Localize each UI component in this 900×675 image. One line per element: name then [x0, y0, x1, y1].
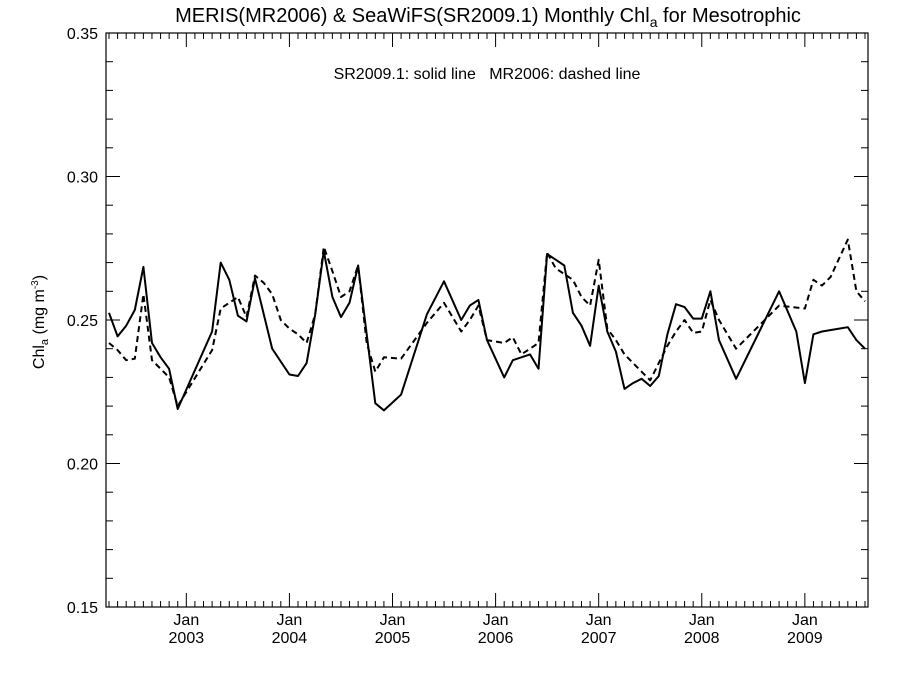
chart-title-tail: for Mesotrophic: [658, 5, 801, 27]
y-axis-label-close: ): [31, 275, 48, 280]
x-tick-month: Jan: [380, 612, 406, 629]
x-tick-year: 2003: [169, 630, 205, 647]
y-axis-label-superscript: -3: [30, 280, 41, 289]
x-tick-year: 2005: [375, 630, 411, 647]
chart-title-subscript: a: [650, 14, 658, 30]
plot-frame: [105, 32, 869, 608]
y-tick-label: 0.15: [67, 600, 98, 617]
chart-title-main: MERIS(MR2006) & SeaWiFS(SR2009.1) Monthl…: [175, 5, 650, 27]
y-axis-label-main: Chl: [31, 345, 48, 369]
x-tick-month: Jan: [586, 612, 612, 629]
x-tick-labels: Jan2003Jan2004Jan2005Jan2006Jan2007Jan20…: [169, 612, 823, 647]
legend-note: SR2009.1: solid line MR2006: dashed line: [334, 66, 641, 83]
x-tick-month: Jan: [792, 612, 818, 629]
x-tick-month: Jan: [277, 612, 303, 629]
x-tick-year: 2006: [478, 630, 514, 647]
series-lines: [108, 238, 866, 412]
y-axis-label-subscript: a: [39, 338, 51, 345]
axis-ticks: [106, 32, 868, 608]
x-tick-year: 2009: [787, 630, 823, 647]
x-tick-year: 2004: [272, 630, 308, 647]
y-tick-label: 0.35: [67, 26, 98, 43]
y-axis-label: Chla (mg m-3): [30, 275, 51, 369]
y-axis-label-unit: (mg m: [31, 289, 48, 339]
y-tick-label: 0.25: [67, 313, 98, 330]
chart-title: MERIS(MR2006) & SeaWiFS(SR2009.1) Monthl…: [175, 5, 801, 30]
x-tick-year: 2007: [581, 630, 617, 647]
y-tick-labels: 0.15 0.20 0.25 0.30 0.35: [67, 26, 98, 617]
y-tick-label: 0.20: [67, 457, 98, 474]
x-tick-year: 2008: [684, 630, 720, 647]
x-tick-month: Jan: [483, 612, 509, 629]
series-mr2006-dashed-line: [108, 238, 866, 408]
series-sr2009-solid-line: [108, 250, 866, 412]
y-tick-label: 0.30: [67, 170, 98, 187]
x-tick-month: Jan: [689, 612, 715, 629]
x-tick-month: Jan: [173, 612, 199, 629]
